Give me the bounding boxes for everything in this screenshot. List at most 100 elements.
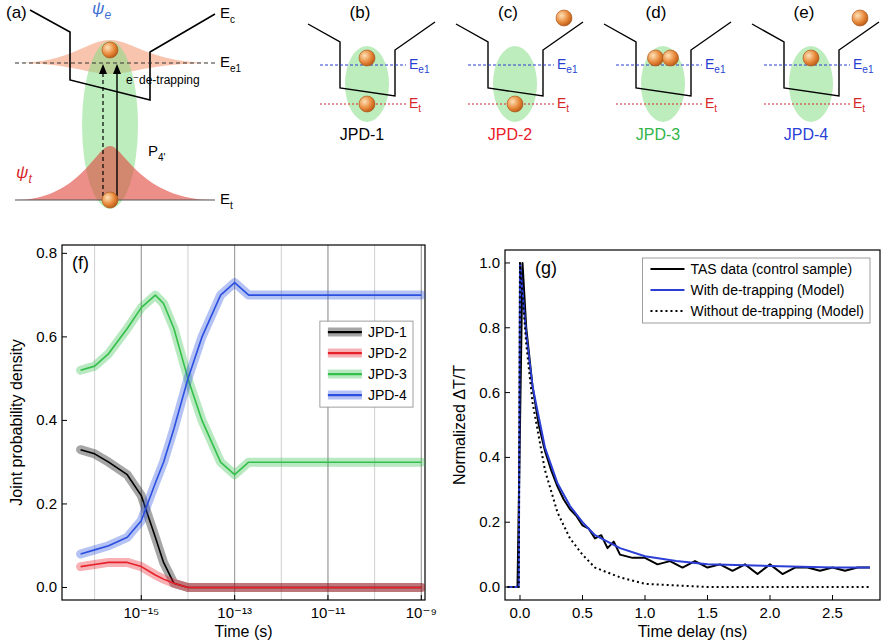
minor-grid <box>141 245 142 600</box>
x-tick-label: 2.0 <box>760 604 781 621</box>
arrowhead <box>99 64 107 74</box>
x-tick-label: 1.5 <box>697 604 718 621</box>
legend-box <box>320 321 413 407</box>
state-panel: (b)Ee1EtJPD-1 <box>308 3 435 143</box>
legend-swatch <box>328 352 362 354</box>
electron <box>803 50 819 66</box>
y-tick-label: 0.4 <box>479 448 500 465</box>
label-subscript: e1 <box>230 63 242 74</box>
ee1-label: Ee1 <box>409 56 430 75</box>
y-tick <box>62 420 67 421</box>
p4-label: P4' <box>148 142 166 163</box>
overlap <box>345 46 389 122</box>
label-subscript: e1 <box>862 64 874 75</box>
label-base: E <box>409 95 418 111</box>
label-base: E <box>557 56 566 72</box>
label-subscript: e1 <box>418 64 430 75</box>
et-label: Et <box>557 95 569 114</box>
legend-label: TAS data (control sample) <box>690 261 852 277</box>
x-axis-title: Time delay (ns) <box>638 623 748 640</box>
state-name: JPD-1 <box>340 126 385 143</box>
y-tick <box>505 392 510 393</box>
y-tick-label: 0.6 <box>479 384 500 401</box>
label-base: ψ <box>92 0 104 18</box>
x-tick <box>327 595 328 600</box>
y-tick-label: 0.8 <box>479 319 500 336</box>
label-subscript: e <box>104 8 111 22</box>
electron <box>102 42 118 58</box>
et-label: Et <box>853 95 865 114</box>
plot-frame <box>62 245 425 600</box>
state-name: JPD-2 <box>488 126 533 143</box>
grid-line <box>234 245 235 600</box>
et-label: Et <box>220 190 233 211</box>
legend-label: JPD-3 <box>368 366 407 382</box>
label-base: E <box>705 95 714 111</box>
x-tick-label: 10⁻¹¹ <box>311 604 346 621</box>
x-tick <box>645 595 646 600</box>
overlap <box>493 46 537 122</box>
y-tick <box>62 503 67 504</box>
y-tick-label: 0.2 <box>36 495 57 512</box>
legend-swatch <box>328 370 362 379</box>
label-base: E <box>557 95 566 111</box>
x-tick <box>421 595 422 600</box>
x-tick <box>707 595 708 600</box>
x-tick-label: 1.0 <box>635 604 656 621</box>
ee1-label: Ee1 <box>705 56 726 75</box>
ec-label: Ec <box>220 4 235 25</box>
arrow <box>116 72 117 196</box>
label-base: E <box>220 190 230 207</box>
psi-e-label: ψe <box>92 0 111 22</box>
label-subscript: t <box>714 103 717 114</box>
et-label: Et <box>705 95 717 114</box>
state-name: JPD-4 <box>784 126 829 143</box>
ee1-label: Ee1 <box>220 53 242 74</box>
psi-t-label: ψt <box>16 163 32 186</box>
electron <box>556 10 572 26</box>
label-subscript: e1 <box>566 64 578 75</box>
x-tick <box>141 595 142 600</box>
label-subscript: t <box>566 103 569 114</box>
legend-box <box>642 258 870 323</box>
label-subscript: t <box>418 103 421 114</box>
band-edge <box>604 22 731 96</box>
ee1-label: Ee1 <box>853 56 874 75</box>
label-base: ψ <box>16 163 28 182</box>
x-tick-label: 10⁻¹³ <box>217 604 252 621</box>
y-tick-label: 0.0 <box>479 578 500 595</box>
electron <box>852 10 868 26</box>
level-line <box>468 65 554 66</box>
figure: (a)ψeψtEcEe1EtP4'e⁻de-trapping(b)Ee1EtJP… <box>0 0 888 642</box>
y-tick <box>62 587 67 588</box>
y-tick <box>505 327 510 328</box>
x-tick <box>234 595 235 600</box>
label-subscript: 4' <box>158 152 166 163</box>
series-band <box>81 450 422 588</box>
y-tick-label: 0.0 <box>36 578 57 595</box>
x-tick-label: 2.5 <box>822 604 843 621</box>
label-base: E <box>705 56 714 72</box>
label-base: E <box>853 95 862 111</box>
label-subscript: t <box>230 200 233 211</box>
y-axis-title: Normalized ΔT/T <box>451 365 468 485</box>
label-subscript: t <box>862 103 865 114</box>
wavefunction-t <box>15 146 215 200</box>
series-line <box>81 450 422 588</box>
label-base: E <box>853 56 862 72</box>
electron <box>507 96 523 112</box>
chart: 0.00.51.01.52.02.50.00.20.40.60.81.0Time… <box>451 250 880 640</box>
band-edge <box>308 22 435 96</box>
state-panel: (c)Ee1EtJPD-2 <box>456 3 583 143</box>
minor-grid <box>187 245 188 600</box>
legend-label: JPD-1 <box>368 324 407 340</box>
overlap <box>789 46 833 122</box>
label-base: P <box>148 142 158 159</box>
level-line <box>15 63 215 64</box>
state-panel: (d)Ee1EtJPD-3 <box>604 3 731 143</box>
legend-label: JPD-2 <box>368 345 407 361</box>
label-subscript: e1 <box>714 64 726 75</box>
y-tick-label: 0.2 <box>479 513 500 530</box>
y-tick <box>505 522 510 523</box>
minor-grid <box>234 245 235 600</box>
